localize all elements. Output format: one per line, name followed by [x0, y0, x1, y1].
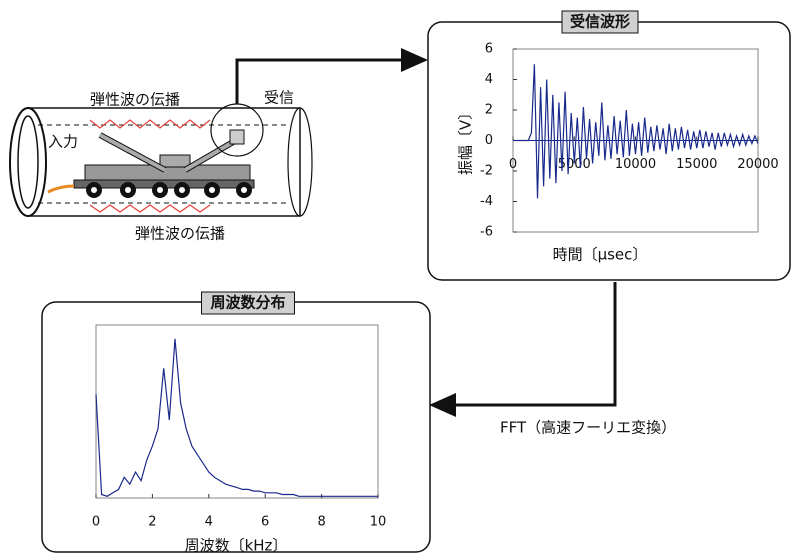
x-axis-label: 時間〔μsec〕	[553, 246, 648, 264]
wave-label: 弾性波の伝播	[90, 91, 180, 109]
y-tick-label: 0	[485, 133, 493, 148]
y-tick-label: -4	[480, 194, 493, 209]
plot-frame	[96, 325, 378, 498]
wave-label: 弾性波の伝播	[135, 225, 225, 243]
x-tick-label: 10	[370, 515, 387, 530]
x-tick-label: 10000	[615, 157, 656, 172]
y-tick-label: 2	[485, 103, 493, 118]
panel	[428, 22, 790, 280]
page: {"diagram": {"wave_label_top": "弾性波の伝播",…	[0, 0, 803, 560]
x-tick-label: 4	[205, 515, 213, 530]
x-tick-label: 6	[261, 515, 269, 530]
data-line	[513, 64, 758, 198]
x-axis-label: 周波数〔kHz〕	[185, 537, 288, 555]
diagram: 弾性波の伝播 弾性波の伝播 受信 入力 FFT（高速フーリエ変換） 受信波形05…	[0, 0, 803, 556]
panel-title: 受信波形	[570, 13, 630, 31]
x-tick-label: 0	[509, 157, 517, 172]
y-tick-label: -2	[480, 164, 493, 179]
y-axis-label: 振幅〔V〕	[457, 105, 475, 175]
x-tick-label: 15000	[676, 157, 717, 172]
fft-label: FFT（高速フーリエ変換）	[500, 419, 676, 437]
panel-title: 周波数分布	[210, 294, 285, 312]
receive-label: 受信	[264, 89, 294, 107]
x-tick-label: 2	[148, 515, 156, 530]
tunnel-illustration	[10, 104, 312, 216]
y-tick-label: -6	[480, 225, 493, 240]
input-label: 入力	[48, 133, 78, 151]
x-tick-label: 8	[317, 515, 325, 530]
data-line	[96, 339, 378, 497]
y-tick-label: 4	[485, 72, 493, 87]
x-tick-label: 0	[92, 515, 100, 530]
x-tick-label: 20000	[737, 157, 778, 172]
arrow	[432, 282, 615, 405]
y-tick-label: 6	[485, 42, 493, 57]
